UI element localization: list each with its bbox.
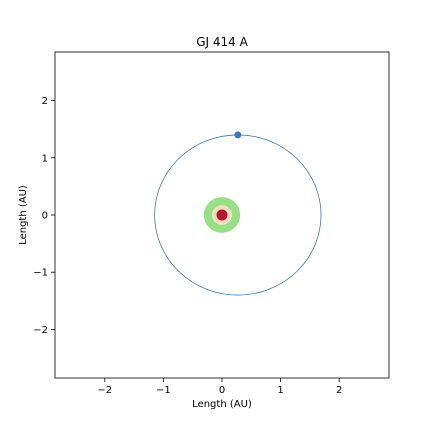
y-tick-label: −1 [33, 268, 48, 279]
x-tick-label: −2 [97, 385, 112, 396]
y-tick-label: 0 [42, 211, 48, 222]
zone-ring-2 [212, 205, 232, 225]
y-tick-label: −2 [33, 325, 48, 336]
planet-marker [234, 131, 242, 139]
star-marker [216, 209, 228, 221]
zone-ring-1 [203, 197, 241, 233]
x-tick-label: 1 [277, 385, 283, 396]
y-axis-title: Length (AU) [18, 185, 29, 245]
chart-title: GJ 414 A [196, 35, 248, 49]
x-tick-label: 2 [336, 385, 342, 396]
y-tick-label: 1 [42, 153, 48, 164]
plot-layer [154, 131, 322, 296]
x-tick-label: −1 [156, 385, 171, 396]
ticks-layer: −2 −1 0 1 2 −2 −1 0 1 2 [33, 96, 342, 396]
y-tick-label: 2 [42, 96, 48, 107]
x-axis-title: Length (AU) [192, 399, 252, 410]
x-tick-label: 0 [219, 385, 225, 396]
